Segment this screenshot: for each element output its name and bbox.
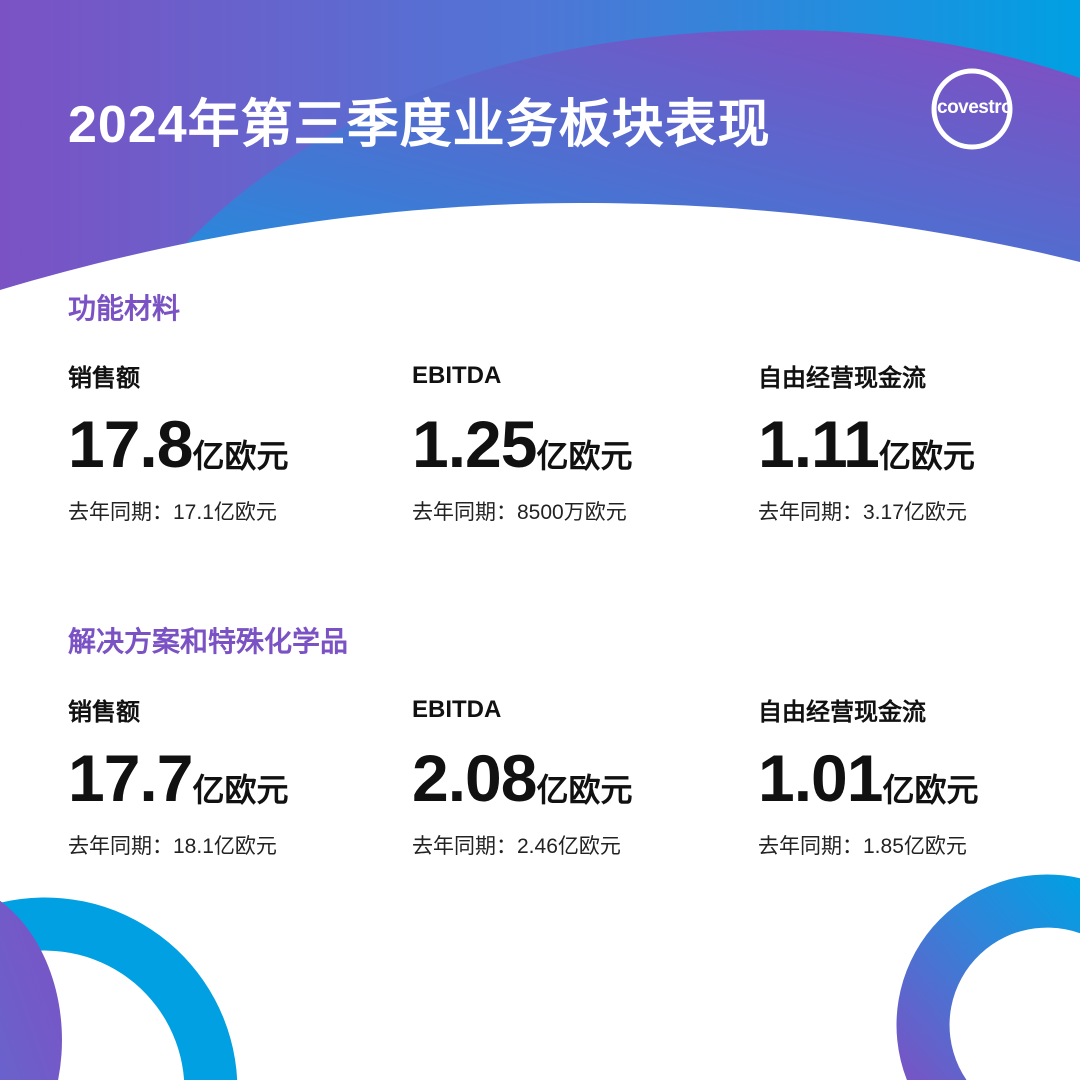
logo-text: covestro bbox=[937, 97, 1013, 118]
metric-ebitda-2: EBITDA 2.08亿欧元 去年同期：2.46亿欧元 bbox=[412, 696, 732, 860]
metric-unit: 亿欧元 bbox=[882, 772, 979, 808]
metric-sales-2: 销售额 17.7亿欧元 去年同期：18.1亿欧元 bbox=[68, 692, 388, 860]
metric-label: 销售额 bbox=[68, 365, 140, 392]
metric-prev-year: 去年同期：1.85亿欧元 bbox=[758, 835, 967, 858]
metric-prev-year: 去年同期：18.1亿欧元 bbox=[68, 835, 277, 858]
metric-value: 17.8 bbox=[68, 407, 193, 481]
metric-label: 自由经营现金流 bbox=[758, 365, 926, 392]
decor-ring-gradient bbox=[896, 874, 1080, 1080]
metric-label: 销售额 bbox=[68, 699, 140, 726]
metric-prev-year: 去年同期：17.1亿欧元 bbox=[68, 501, 277, 524]
metric-fcf-2: 自由经营现金流 1.01亿欧元 去年同期：1.85亿欧元 bbox=[758, 692, 1078, 860]
section-title-solutions-specialties: 解决方案和特殊化学品 bbox=[68, 626, 349, 657]
page-title: 2024年第三季度业务板块表现 bbox=[68, 96, 771, 154]
metric-sales-1: 销售额 17.8亿欧元 去年同期：17.1亿欧元 bbox=[68, 358, 388, 526]
metric-unit: 亿欧元 bbox=[192, 438, 289, 474]
metric-unit: 亿欧元 bbox=[536, 772, 633, 808]
decor-shape-purple bbox=[0, 900, 62, 1080]
metric-value: 17.7 bbox=[68, 741, 193, 815]
metric-prev-year: 去年同期：8500万欧元 bbox=[412, 501, 627, 524]
metric-prev-year: 去年同期：2.46亿欧元 bbox=[412, 835, 621, 858]
metric-unit: 亿欧元 bbox=[536, 438, 633, 474]
metric-label: EBITDA bbox=[412, 696, 502, 723]
section-title-functional-materials: 功能材料 bbox=[68, 293, 181, 324]
metric-prev-year: 去年同期：3.17亿欧元 bbox=[758, 501, 967, 524]
metric-label: 自由经营现金流 bbox=[758, 699, 926, 726]
metric-unit: 亿欧元 bbox=[878, 438, 975, 474]
decor-ring-blue bbox=[0, 897, 238, 1080]
metric-fcf-1: 自由经营现金流 1.11亿欧元 去年同期：3.17亿欧元 bbox=[758, 358, 1078, 526]
white-body-curve bbox=[0, 203, 1080, 1080]
metric-label: EBITDA bbox=[412, 362, 502, 389]
metric-value: 1.11 bbox=[758, 407, 880, 481]
metric-value: 1.25 bbox=[412, 407, 537, 481]
metric-value: 1.01 bbox=[758, 741, 883, 815]
covestro-logo-icon bbox=[931, 68, 1013, 150]
metric-unit: 亿欧元 bbox=[192, 772, 289, 808]
metric-ebitda-1: EBITDA 1.25亿欧元 去年同期：8500万欧元 bbox=[412, 362, 732, 526]
metric-value: 2.08 bbox=[412, 741, 537, 815]
